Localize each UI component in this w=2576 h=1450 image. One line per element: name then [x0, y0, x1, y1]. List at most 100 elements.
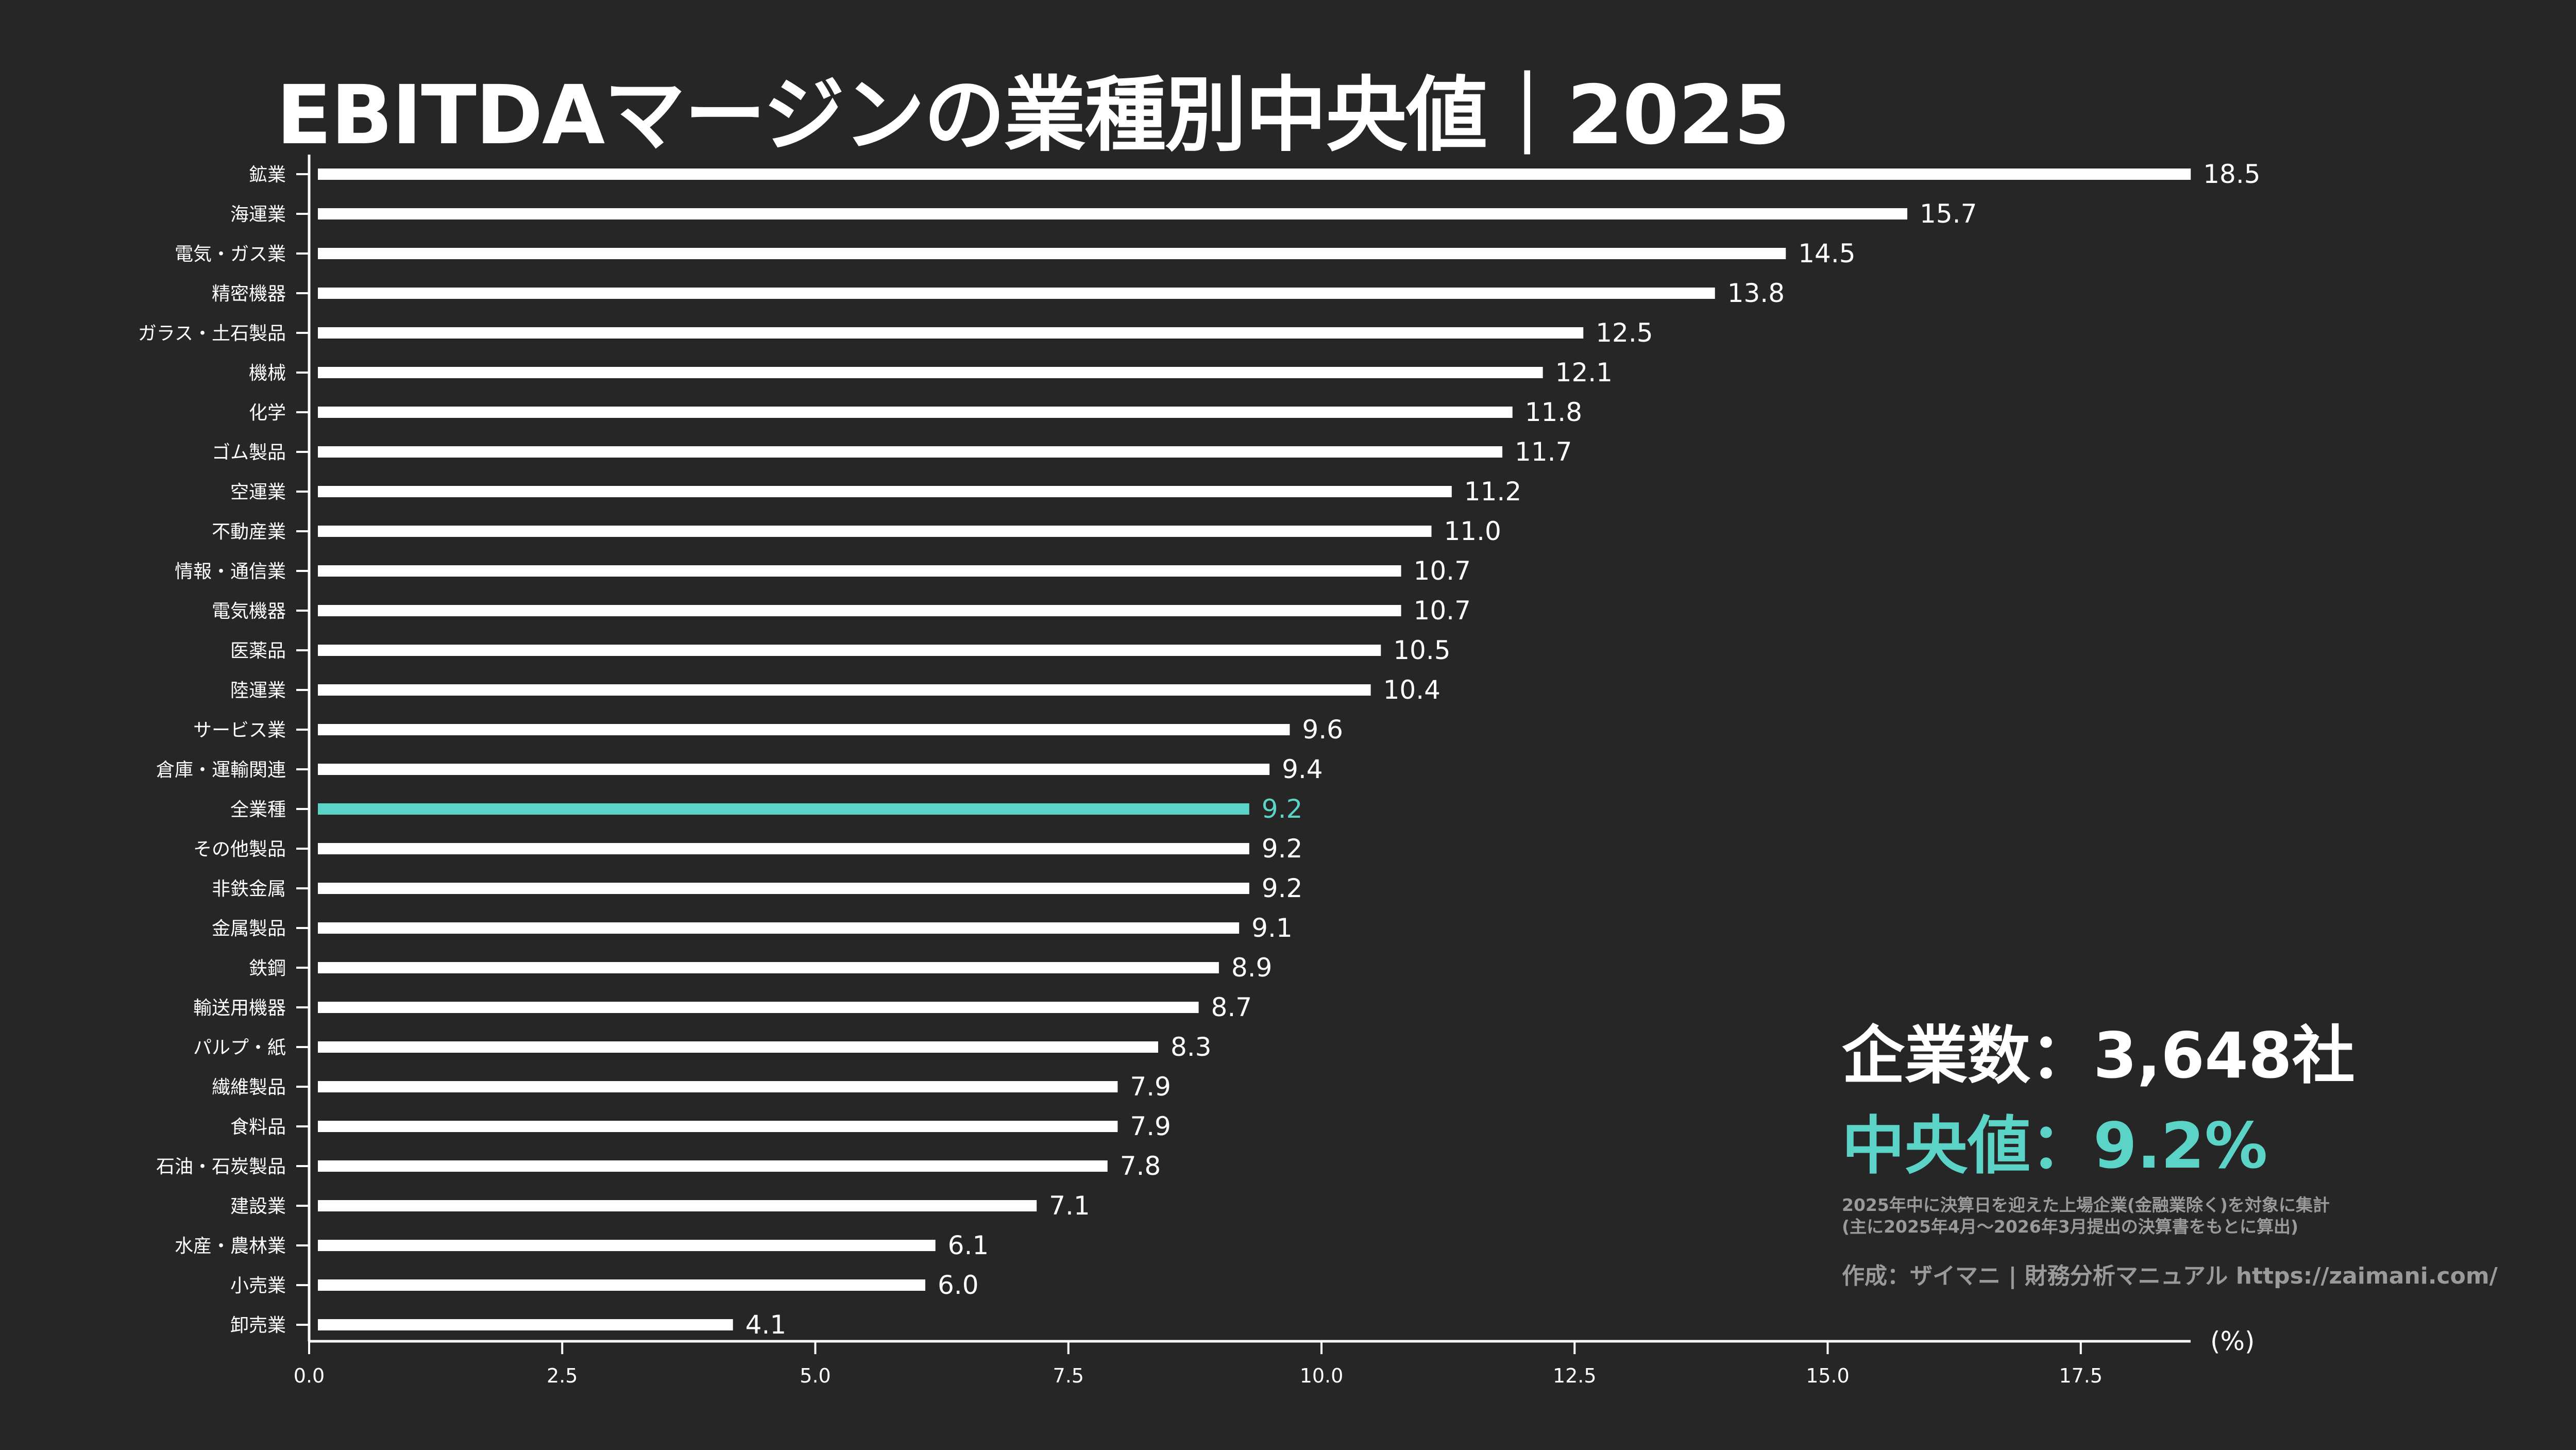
category-label: 陸運業 — [230, 680, 286, 701]
bar — [318, 764, 1270, 775]
value-label: 8.7 — [1211, 992, 1252, 1022]
x-tick-label: 15.0 — [1806, 1364, 1850, 1387]
value-label: 10.7 — [1414, 596, 1471, 626]
x-tick-label: 0.0 — [294, 1364, 325, 1387]
category-label: ゴム製品 — [212, 442, 286, 463]
note-line-2: (主に2025年4月〜2026年3月提出の決算書をもとに算出) — [1842, 1217, 2299, 1237]
x-tick-label: 12.5 — [1553, 1364, 1597, 1387]
bar — [318, 724, 1290, 735]
x-axis-unit-label: (%) — [2210, 1326, 2255, 1356]
category-label: 石油・石炭製品 — [156, 1156, 286, 1177]
x-tick-label: 2.5 — [547, 1364, 578, 1387]
value-label: 7.8 — [1120, 1151, 1161, 1181]
note-line-1: 2025年中に決算日を迎えた上場企業(金融業除く)を対象に集計 — [1842, 1195, 2330, 1215]
category-label: 精密機器 — [212, 283, 286, 305]
bar — [318, 605, 1401, 616]
value-label: 9.2 — [1262, 794, 1303, 824]
category-label: 倉庫・運輸関連 — [156, 760, 286, 781]
category-label: 電気・ガス業 — [175, 244, 286, 265]
value-label: 15.7 — [1920, 199, 1977, 229]
value-label: 9.4 — [1282, 754, 1323, 784]
bar — [318, 565, 1401, 577]
category-label: 鉱業 — [249, 164, 286, 186]
value-label: 10.4 — [1383, 675, 1440, 705]
value-label: 9.2 — [1262, 834, 1303, 864]
bar — [318, 208, 1908, 220]
value-label: 12.1 — [1555, 358, 1613, 387]
bar — [318, 1041, 1158, 1053]
category-label: 化学 — [249, 402, 286, 424]
bar — [318, 962, 1219, 973]
bar — [318, 1081, 1118, 1092]
x-tick-label: 10.0 — [1300, 1364, 1344, 1387]
bar — [318, 803, 1249, 815]
category-label: ガラス・土石製品 — [138, 323, 286, 344]
value-label: 8.9 — [1231, 953, 1273, 983]
category-label: 機械 — [249, 363, 286, 384]
median-value: 中央値：9.2% — [1842, 1109, 2268, 1183]
x-tick-label: 17.5 — [2059, 1364, 2103, 1387]
value-label: 9.2 — [1262, 873, 1303, 903]
category-label: パルプ・紙 — [193, 1037, 286, 1058]
category-label: 情報・通信業 — [175, 561, 286, 582]
category-label: 輸送用機器 — [193, 998, 286, 1019]
bar — [318, 526, 1432, 537]
value-label: 10.5 — [1393, 635, 1450, 665]
value-label: 18.5 — [2203, 159, 2260, 189]
chart-title: EBITDAマージンの業種別中央値｜2025 — [276, 68, 1790, 163]
bar — [318, 1002, 1199, 1013]
bar — [318, 684, 1371, 696]
category-label: サービス業 — [193, 720, 286, 741]
value-label: 4.1 — [745, 1310, 787, 1340]
value-label: 9.1 — [1251, 913, 1293, 943]
category-label: 空運業 — [230, 482, 286, 503]
value-label: 14.5 — [1798, 239, 1855, 268]
category-label: 海運業 — [230, 204, 286, 225]
category-label: 食料品 — [230, 1117, 286, 1138]
bar — [318, 1279, 925, 1291]
bar — [318, 1200, 1037, 1211]
category-label: 繊維製品 — [212, 1077, 286, 1098]
value-label: 10.7 — [1414, 556, 1471, 586]
category-label: その他製品 — [193, 839, 286, 860]
value-label: 7.1 — [1049, 1191, 1090, 1221]
x-tick-label: 5.0 — [800, 1364, 831, 1387]
category-label: 卸売業 — [230, 1315, 286, 1336]
value-label: 8.3 — [1171, 1032, 1212, 1062]
value-label: 11.0 — [1444, 516, 1501, 546]
bar — [318, 168, 2191, 180]
bar — [318, 367, 1543, 378]
bar — [318, 288, 1715, 299]
bar — [318, 1240, 936, 1251]
bar — [318, 446, 1503, 458]
value-label: 12.5 — [1596, 318, 1653, 348]
category-label: 不動産業 — [212, 521, 286, 543]
value-label: 13.8 — [1727, 278, 1785, 308]
bar — [318, 1319, 733, 1330]
value-label: 11.2 — [1464, 477, 1521, 507]
bar — [318, 645, 1381, 656]
value-label: 7.9 — [1130, 1072, 1171, 1102]
category-label: 建設業 — [230, 1196, 286, 1217]
category-label: 非鉄金属 — [212, 879, 286, 900]
credit: 作成：ザイマニ | 財務分析マニュアル https://zaimani.com/ — [1842, 1263, 2498, 1289]
category-label: 全業種 — [230, 799, 286, 820]
company-count: 企業数：3,648社 — [1842, 1019, 2355, 1092]
value-label: 6.1 — [948, 1230, 989, 1260]
value-label: 11.8 — [1525, 397, 1582, 427]
category-label: 水産・農林業 — [175, 1236, 286, 1257]
value-label: 11.7 — [1515, 437, 1572, 467]
bar — [318, 922, 1240, 934]
category-label: 電気機器 — [212, 601, 286, 622]
value-label: 9.6 — [1302, 715, 1343, 745]
x-tick-label: 7.5 — [1053, 1364, 1084, 1387]
bar — [318, 486, 1452, 497]
bar — [318, 407, 1513, 418]
category-label: 小売業 — [230, 1275, 286, 1296]
bar — [318, 248, 1786, 259]
bar — [318, 843, 1249, 854]
value-label: 6.0 — [938, 1270, 979, 1300]
bar — [318, 883, 1249, 894]
category-label: 金属製品 — [212, 918, 286, 939]
